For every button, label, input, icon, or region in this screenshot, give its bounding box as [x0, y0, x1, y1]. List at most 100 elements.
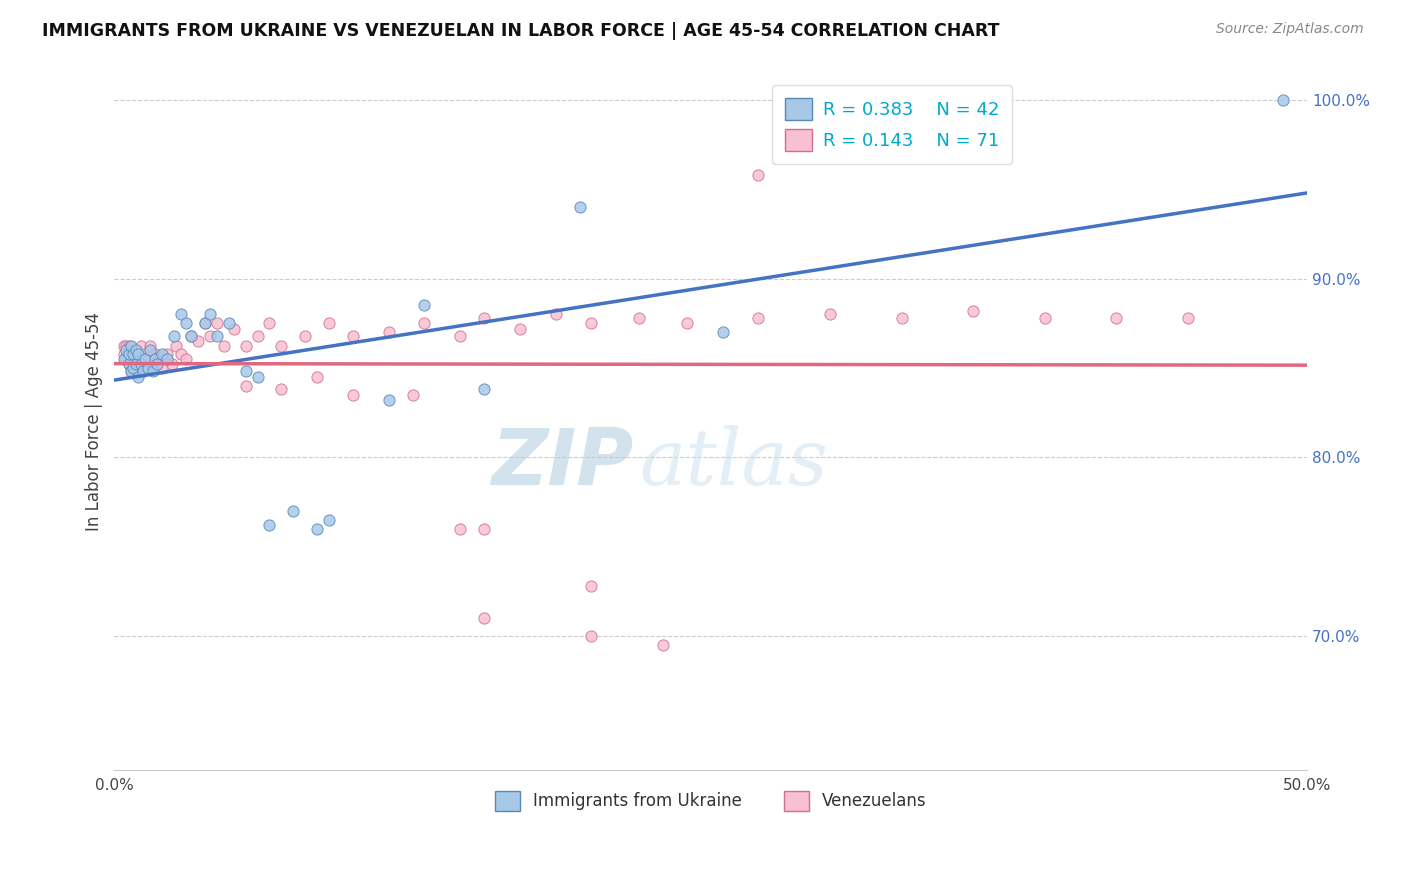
Point — [270, 339, 292, 353]
Point — [165, 339, 187, 353]
Point — [139, 343, 162, 357]
Text: Source: ZipAtlas.com: Source: ZipAtlas.com — [1216, 22, 1364, 37]
Point — [294, 328, 316, 343]
Point — [134, 346, 156, 360]
Point — [150, 360, 173, 375]
Point — [120, 364, 142, 378]
Point — [472, 382, 495, 396]
Point — [246, 328, 269, 343]
Point — [628, 310, 651, 325]
Point — [747, 168, 769, 182]
Point — [143, 346, 166, 360]
Point — [134, 351, 156, 366]
Point — [218, 316, 240, 330]
Point — [1272, 93, 1295, 107]
Point — [342, 328, 364, 343]
Point — [283, 504, 305, 518]
Point — [118, 339, 141, 353]
Point — [118, 346, 141, 360]
Point — [259, 316, 281, 330]
Point — [115, 351, 138, 366]
Point — [125, 351, 148, 366]
Point — [150, 346, 173, 360]
Point — [127, 346, 149, 360]
Point — [112, 346, 135, 360]
Point — [194, 316, 217, 330]
Point — [134, 357, 156, 371]
Point — [143, 351, 166, 366]
Point — [136, 360, 159, 375]
Point — [212, 339, 235, 353]
Point — [259, 518, 281, 533]
Point — [139, 350, 162, 364]
Point — [377, 325, 399, 339]
Point — [125, 357, 148, 371]
Point — [115, 343, 138, 357]
Point — [120, 351, 142, 366]
Point — [401, 387, 423, 401]
Point — [187, 334, 209, 348]
Point — [142, 364, 165, 378]
Point — [205, 328, 228, 343]
Text: ZIP: ZIP — [491, 425, 633, 501]
Point — [115, 339, 138, 353]
Point — [127, 369, 149, 384]
Point — [146, 357, 169, 371]
Point — [129, 364, 152, 378]
Point — [1033, 310, 1056, 325]
Point — [120, 364, 142, 378]
Point — [962, 303, 984, 318]
Point — [125, 364, 148, 378]
Point — [118, 357, 141, 371]
Y-axis label: In Labor Force | Age 45-54: In Labor Force | Age 45-54 — [86, 312, 103, 531]
Point — [127, 346, 149, 360]
Point — [568, 200, 591, 214]
Point — [163, 328, 186, 343]
Point — [235, 378, 257, 392]
Point — [318, 316, 340, 330]
Text: IMMIGRANTS FROM UKRAINE VS VENEZUELAN IN LABOR FORCE | AGE 45-54 CORRELATION CHA: IMMIGRANTS FROM UKRAINE VS VENEZUELAN IN… — [42, 22, 1000, 40]
Point — [581, 579, 603, 593]
Point — [118, 346, 141, 360]
Point — [170, 307, 193, 321]
Point — [198, 307, 221, 321]
Point — [1105, 310, 1128, 325]
Point — [120, 339, 142, 353]
Point — [377, 392, 399, 407]
Point — [235, 364, 257, 378]
Point — [652, 638, 675, 652]
Point — [129, 357, 152, 371]
Point — [235, 339, 257, 353]
Point — [180, 328, 202, 343]
Point — [342, 387, 364, 401]
Point — [139, 339, 162, 353]
Point — [890, 310, 912, 325]
Point — [122, 357, 145, 371]
Point — [112, 351, 135, 366]
Point — [413, 298, 436, 312]
Point — [156, 351, 179, 366]
Legend: Immigrants from Ukraine, Venezuelans: Immigrants from Ukraine, Venezuelans — [481, 778, 941, 824]
Point — [509, 321, 531, 335]
Point — [142, 360, 165, 375]
Point — [122, 346, 145, 360]
Point — [676, 316, 699, 330]
Point — [156, 346, 179, 360]
Point — [180, 328, 202, 343]
Point — [174, 351, 197, 366]
Point — [222, 321, 245, 335]
Point — [205, 316, 228, 330]
Point — [449, 522, 471, 536]
Point — [118, 357, 141, 371]
Point — [711, 325, 734, 339]
Point — [149, 350, 172, 364]
Point — [818, 307, 841, 321]
Point — [581, 316, 603, 330]
Point — [174, 316, 197, 330]
Point — [472, 310, 495, 325]
Point — [132, 350, 155, 364]
Point — [125, 343, 148, 357]
Point — [472, 522, 495, 536]
Point — [132, 360, 155, 375]
Point — [122, 360, 145, 375]
